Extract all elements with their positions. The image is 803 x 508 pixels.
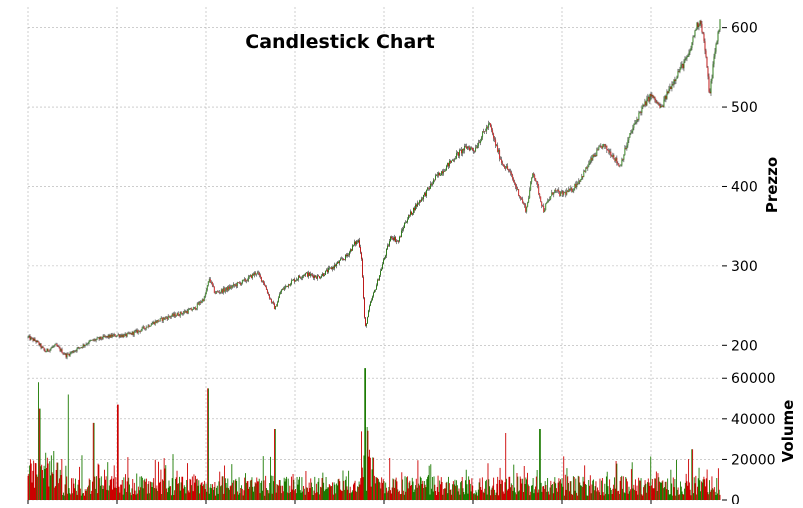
price-candles [27, 19, 721, 360]
volume-tick-label: 40000 [731, 412, 776, 428]
volume-tick-label: 0 [731, 493, 740, 504]
price-tick-label: 600 [731, 21, 758, 37]
volume-tick-label: 20000 [731, 452, 776, 468]
volume-bars-up [29, 368, 720, 500]
candle-wicks [27, 19, 721, 360]
price-tick-label: 500 [731, 100, 758, 116]
volume-tick-label: 60000 [731, 371, 776, 387]
price-tick-label: 400 [731, 179, 758, 195]
axes: 200 300 400 500 600 0 20000 40000 60000 [27, 21, 776, 508]
candle-bodies-down [29, 20, 711, 358]
chart-title: Candlestick Chart [245, 31, 434, 53]
candle-bodies-up [27, 19, 721, 358]
price-tick-label: 300 [731, 259, 758, 275]
volume-axis-label: Volume [779, 400, 797, 463]
volume-bars-down [27, 388, 721, 500]
price-axis-label: Prezzo [763, 157, 781, 213]
volume-bars [27, 368, 721, 500]
price-tick-label: 200 [731, 338, 758, 354]
grid-lines [27, 7, 720, 501]
